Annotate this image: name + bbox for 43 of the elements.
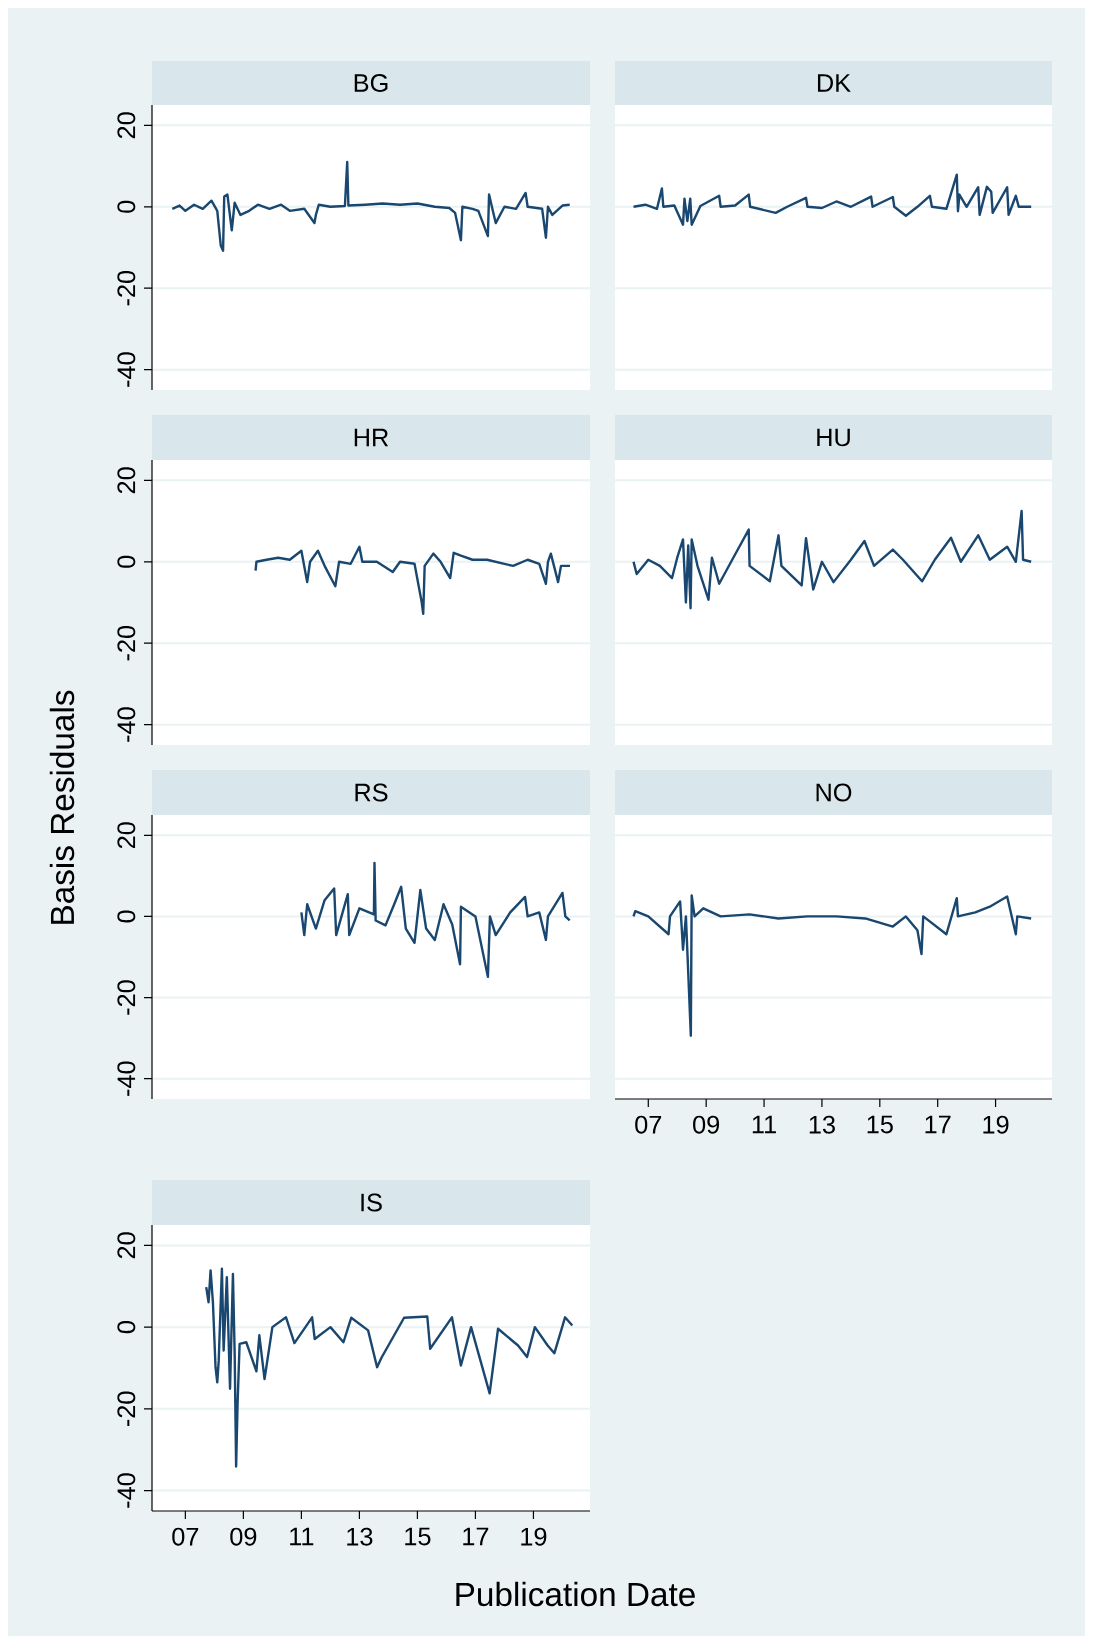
y-tick-label: -20 (117, 625, 136, 661)
x-tick-label: 15 (405, 1527, 431, 1546)
x-tick-label: 17 (463, 1527, 489, 1546)
y-tick-label: 20 (117, 1232, 136, 1259)
x-tick-label: 19 (983, 1115, 1009, 1134)
x-tick-label: 13 (809, 1115, 835, 1134)
y-axis-title: Basis Residuals (49, 690, 75, 924)
y-tick-label: 20 (117, 112, 136, 139)
line-series (300, 861, 571, 979)
x-tick-label: 07 (172, 1527, 199, 1546)
y-tick-label: -20 (117, 980, 136, 1015)
x-tick-label: 13 (347, 1527, 373, 1546)
x-tick-label: 19 (521, 1527, 547, 1546)
x-axis-title: Publication Date (456, 1581, 695, 1607)
chart-title: DK (817, 74, 851, 92)
y-tick-label: 0 (117, 910, 136, 923)
chart-title: IS (361, 1193, 382, 1212)
x-tick-label: 07 (635, 1115, 662, 1134)
x-tick-label: 17 (925, 1115, 951, 1134)
x-tick-label: 11 (752, 1115, 776, 1134)
chart-title: NO (816, 783, 852, 802)
y-tick-label: -20 (117, 270, 136, 306)
y-tick-label: -40 (117, 1061, 136, 1096)
line-series (254, 545, 572, 616)
y-tick-label: 20 (117, 822, 136, 849)
chart-title: HR (354, 428, 389, 447)
chart-title: RS (355, 783, 388, 802)
y-tick-label: -40 (117, 1473, 136, 1508)
x-tick-label: 09 (693, 1115, 720, 1134)
x-tick-label: 11 (290, 1527, 314, 1546)
x-tick-label: 09 (230, 1527, 257, 1546)
x-tick-label: 15 (867, 1115, 893, 1134)
y-tick-label: 0 (117, 200, 136, 213)
y-tick-label: 0 (117, 1321, 136, 1334)
line-series (205, 1267, 574, 1468)
y-tick-label: 0 (117, 555, 136, 568)
y-tick-label: -40 (117, 352, 136, 387)
y-tick-label: -20 (117, 1391, 136, 1427)
y-tick-label: -40 (117, 707, 136, 742)
line-series (171, 160, 571, 252)
y-tick-label: 20 (117, 467, 136, 494)
chart-title: BG (354, 74, 388, 92)
chart-title: HU (817, 428, 850, 447)
